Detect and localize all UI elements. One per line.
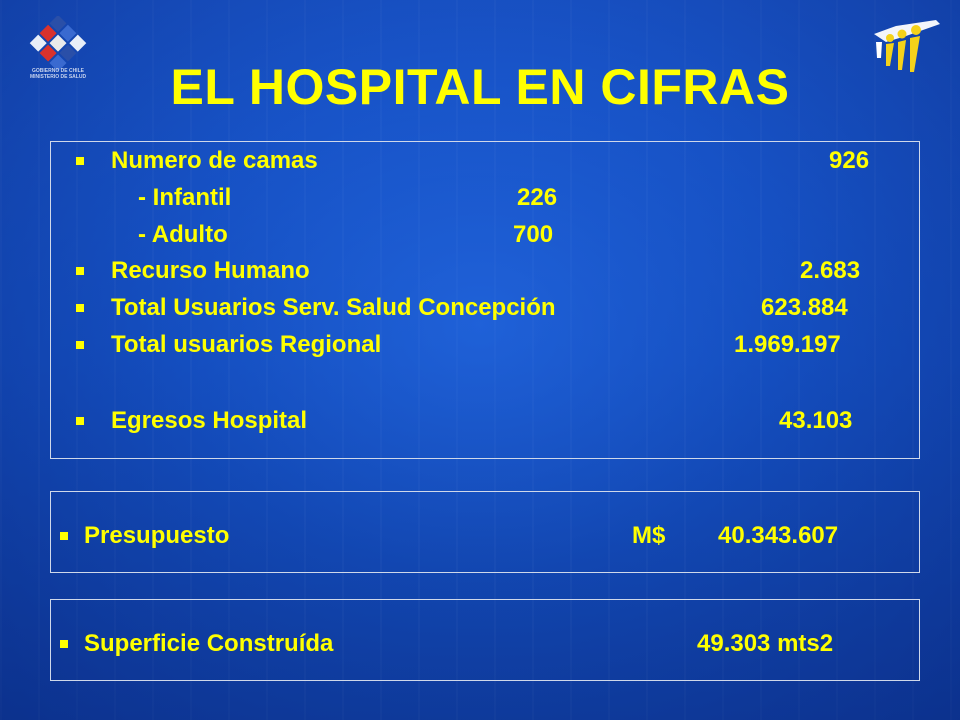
bullet-icon <box>60 532 68 540</box>
surface-box <box>50 599 920 681</box>
usuarios-reg-label: Total usuarios Regional <box>111 331 382 358</box>
budget-value: 40.343.607 <box>718 522 839 549</box>
budget-box <box>50 491 920 573</box>
camas-label: Numero de camas <box>111 147 318 174</box>
bullet-icon <box>76 157 84 165</box>
usuarios-reg-value: 1.969.197 <box>734 331 841 358</box>
bullet-icon <box>60 640 68 648</box>
chile-government-icon <box>29 14 87 72</box>
stats-box <box>50 141 920 459</box>
surface-label: Superficie Construída <box>84 630 334 657</box>
budget-currency: M$ <box>632 522 666 549</box>
usuarios-serv-label: Total Usuarios Serv. Salud Concepción <box>111 294 556 321</box>
logo-line-2: MINISTERIO DE SALUD <box>29 74 87 80</box>
logo-line-1: GOBIERNO DE CHILE <box>32 68 84 74</box>
rrhh-label: Recurso Humano <box>111 257 310 284</box>
bullet-icon <box>76 267 84 275</box>
budget-label: Presupuesto <box>84 522 230 549</box>
bullet-icon <box>76 341 84 349</box>
adulto-label: - Adulto <box>138 221 228 248</box>
usuarios-serv-value: 623.884 <box>761 294 848 321</box>
egresos-value: 43.103 <box>779 407 853 434</box>
surface-value: 49.303 mts2 <box>697 630 834 657</box>
adulto-value: 700 <box>513 221 554 248</box>
people-figures-icon <box>874 20 940 72</box>
bullet-icon <box>76 417 84 425</box>
infantil-label: - Infantil <box>138 184 232 211</box>
bullet-icon <box>76 304 84 312</box>
people-figures-logo <box>866 12 946 82</box>
page-title: EL HOSPITAL EN CIFRAS <box>170 59 790 115</box>
egresos-label: Egresos Hospital <box>111 407 308 434</box>
infantil-value: 226 <box>517 184 558 211</box>
rrhh-value: 2.683 <box>800 257 861 284</box>
camas-value: 926 <box>829 147 870 174</box>
government-logo: GOBIERNO DE CHILE MINISTERIO DE SALUD <box>18 14 98 88</box>
